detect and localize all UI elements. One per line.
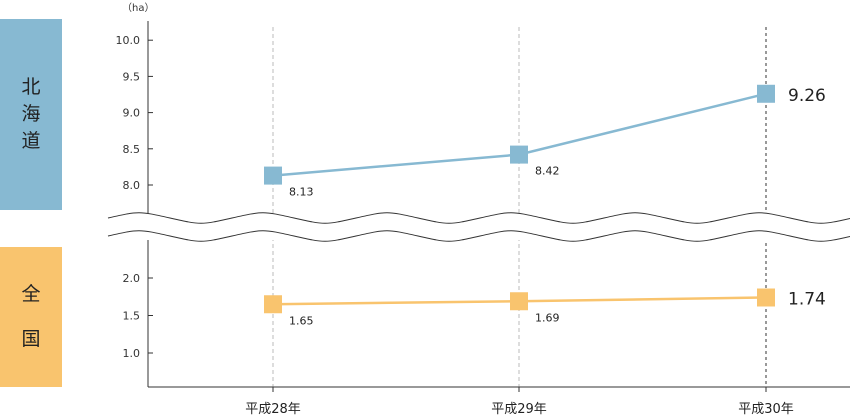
upper-tick-label-2: 9.0	[123, 107, 141, 120]
series-1-marker-0	[264, 295, 282, 314]
axis-break-line-bottom	[107, 230, 850, 242]
lower-tick-label-0: 2.0	[123, 272, 141, 285]
zenkoku-panel-label: 全国	[0, 247, 62, 387]
series-1-data-label-2: 1.74	[788, 290, 826, 310]
series-1-data-label-0: 1.65	[289, 314, 314, 327]
series-1-marker-1	[510, 292, 528, 311]
x-tick-label-0: 平成28年	[245, 402, 301, 417]
upper-tick-label-3: 8.5	[123, 143, 141, 156]
series-1-marker-2	[757, 288, 775, 307]
hokkaido-label-char-2: 道	[21, 130, 41, 152]
zenkoku-label-char-1: 国	[21, 328, 41, 350]
x-tick-label-2: 平成30年	[738, 402, 794, 417]
series-0-data-label-0: 8.13	[289, 186, 314, 199]
series-0-data-label-1: 8.42	[535, 165, 560, 178]
lower-tick-label-2: 1.0	[123, 347, 141, 360]
upper-tick-label-1: 9.5	[123, 70, 141, 83]
unit-label: （ha）	[122, 2, 154, 14]
lower-tick-label-1: 1.5	[123, 310, 141, 323]
axis-break-line-top	[107, 212, 850, 224]
zenkoku-label-char-0: 全	[21, 283, 41, 305]
upper-tick-label-0: 10.0	[116, 34, 141, 47]
series-1-data-label-1: 1.69	[535, 311, 560, 324]
series-0-data-label-2: 9.26	[788, 86, 826, 106]
hokkaido-panel-label: 北海道	[0, 19, 62, 210]
series-0-marker-0	[264, 166, 282, 185]
upper-tick-label-4: 8.0	[123, 179, 141, 192]
series-0-marker-1	[510, 145, 528, 164]
series-0-marker-2	[757, 84, 775, 103]
hokkaido-label-char-0: 北	[21, 76, 41, 98]
hokkaido-label-char-1: 海	[21, 103, 41, 125]
x-tick-label-1: 平成29年	[491, 402, 547, 417]
